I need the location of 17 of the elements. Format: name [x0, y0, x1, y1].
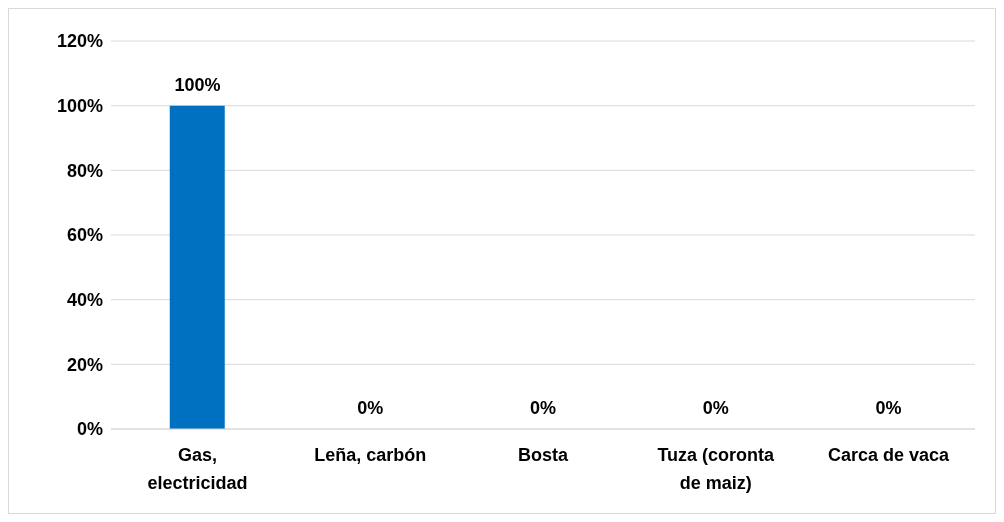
x-tick-label: Tuza (coronta de maiz) [657, 445, 776, 493]
x-tick-label: Carca de vaca [828, 445, 951, 465]
y-tick-label: 120% [56, 31, 103, 52]
x-tick-label: Gas, electricidad [147, 445, 248, 493]
y-tick-label: 100% [56, 96, 103, 117]
y-tick-label: 20% [66, 354, 103, 375]
y-tick-label: 80% [66, 160, 103, 181]
data-label: 0% [529, 398, 557, 418]
x-tick-label: Bosta [517, 445, 569, 465]
y-tick-label: 60% [66, 225, 103, 246]
data-label: 100% [174, 74, 221, 95]
x-tick-label: Leña, carbón [314, 445, 427, 465]
y-tick-label: 40% [66, 290, 103, 311]
data-label: 0% [875, 398, 902, 418]
y-tick-label: 0% [76, 419, 103, 440]
data-label: 0% [357, 398, 384, 418]
data-label: 0% [702, 398, 729, 418]
